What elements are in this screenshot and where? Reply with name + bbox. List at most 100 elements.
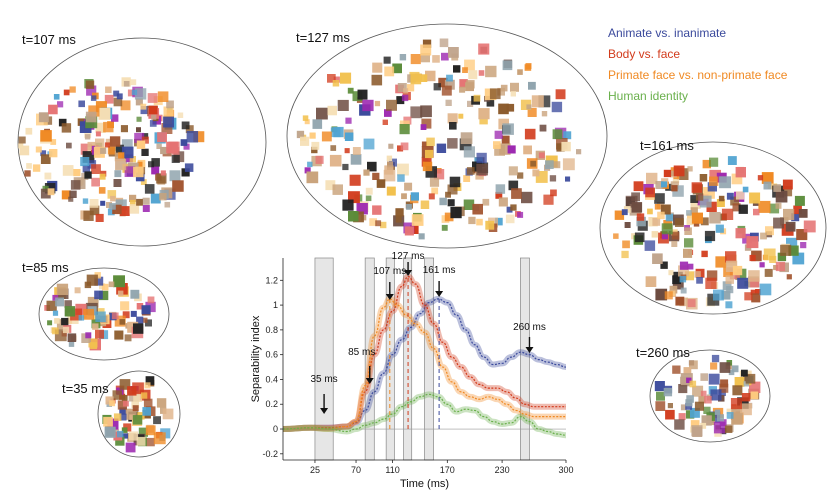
image-thumbnail bbox=[148, 161, 155, 168]
image-thumbnail bbox=[84, 171, 92, 179]
image-thumbnail bbox=[551, 101, 563, 113]
image-thumbnail bbox=[699, 195, 712, 208]
image-thumbnail bbox=[690, 207, 698, 215]
image-thumbnail bbox=[131, 89, 138, 96]
image-thumbnail bbox=[652, 253, 663, 264]
image-thumbnail bbox=[545, 160, 554, 169]
image-thumbnail bbox=[654, 381, 665, 392]
image-thumbnail bbox=[164, 201, 171, 208]
image-thumbnail bbox=[464, 59, 475, 71]
image-thumbnail bbox=[140, 103, 147, 110]
image-thumbnail bbox=[371, 74, 383, 86]
image-thumbnail bbox=[40, 154, 51, 164]
image-thumbnail bbox=[419, 74, 428, 82]
image-thumbnail bbox=[506, 103, 515, 112]
y-tick-label: 0.8 bbox=[265, 325, 278, 335]
image-thumbnail bbox=[698, 396, 706, 404]
image-thumbnail bbox=[444, 79, 455, 90]
image-thumbnail bbox=[686, 395, 694, 403]
image-thumbnail bbox=[421, 118, 432, 129]
image-thumbnail bbox=[433, 83, 441, 91]
image-thumbnail bbox=[159, 193, 167, 201]
image-thumbnail bbox=[765, 226, 774, 236]
image-thumbnail bbox=[700, 390, 707, 397]
image-thumbnail bbox=[340, 72, 352, 84]
image-thumbnail bbox=[89, 205, 100, 216]
image-thumbnail bbox=[113, 90, 120, 97]
image-thumbnail bbox=[26, 163, 32, 169]
image-thumbnail bbox=[719, 383, 729, 393]
image-thumbnail bbox=[476, 163, 488, 176]
image-thumbnail bbox=[161, 123, 173, 134]
image-thumbnail bbox=[144, 319, 152, 327]
image-thumbnail bbox=[185, 125, 194, 134]
image-thumbnail bbox=[181, 121, 190, 130]
image-thumbnail bbox=[332, 184, 343, 195]
image-thumbnail bbox=[524, 64, 532, 71]
image-thumbnail bbox=[738, 204, 748, 214]
image-thumbnail bbox=[459, 138, 472, 151]
image-thumbnail bbox=[759, 283, 772, 296]
chart-axes: -0.2 0 0.2 0.4 0.6 0.8 1 1.2 25 70 110 170 230 300 bbox=[262, 258, 574, 475]
image-thumbnail bbox=[636, 216, 646, 227]
image-thumbnail bbox=[160, 170, 166, 176]
image-thumbnail bbox=[565, 176, 571, 182]
image-thumbnail bbox=[498, 103, 509, 115]
image-thumbnail bbox=[556, 143, 565, 152]
image-thumbnail bbox=[744, 292, 753, 301]
image-thumbnail bbox=[699, 174, 708, 182]
image-thumbnail bbox=[462, 67, 468, 73]
image-thumbnail bbox=[54, 329, 67, 342]
image-thumbnail bbox=[125, 442, 136, 453]
image-thumbnail bbox=[404, 182, 413, 191]
image-thumbnail bbox=[719, 176, 731, 189]
image-thumbnail bbox=[654, 193, 665, 204]
annotation-label-1: 85 ms bbox=[348, 347, 375, 358]
image-thumbnail bbox=[538, 95, 551, 108]
image-thumbnail bbox=[363, 169, 370, 176]
image-thumbnail bbox=[113, 413, 122, 421]
image-thumbnail bbox=[673, 165, 685, 177]
image-thumbnail bbox=[134, 132, 145, 143]
x-tick-label: 230 bbox=[495, 465, 510, 475]
image-thumbnail bbox=[749, 381, 761, 393]
image-thumbnail bbox=[104, 426, 116, 438]
image-thumbnail bbox=[486, 99, 495, 107]
image-thumbnail bbox=[505, 214, 515, 224]
image-thumbnail bbox=[523, 145, 532, 155]
image-thumbnail bbox=[141, 136, 149, 144]
image-thumbnail bbox=[52, 310, 59, 316]
image-thumbnail bbox=[728, 369, 735, 376]
image-thumbnail bbox=[655, 401, 666, 411]
image-thumbnail bbox=[749, 254, 756, 262]
image-thumbnail bbox=[494, 130, 503, 139]
image-thumbnail bbox=[715, 256, 727, 268]
image-thumbnail bbox=[769, 203, 780, 214]
image-thumbnail bbox=[89, 199, 99, 208]
image-thumbnail bbox=[420, 53, 430, 63]
image-thumbnail bbox=[740, 403, 752, 416]
image-thumbnail bbox=[352, 91, 363, 102]
image-thumbnail bbox=[661, 181, 667, 188]
image-thumbnail bbox=[803, 220, 816, 233]
image-thumbnail bbox=[507, 145, 516, 154]
image-thumbnail bbox=[87, 141, 96, 151]
image-thumbnail bbox=[722, 281, 732, 291]
image-thumbnail bbox=[348, 211, 359, 222]
image-thumbnail bbox=[119, 319, 126, 325]
image-thumbnail bbox=[69, 86, 76, 93]
image-thumbnail bbox=[124, 166, 136, 177]
image-thumbnail bbox=[121, 394, 128, 401]
image-thumbnail bbox=[153, 432, 166, 445]
image-thumbnail bbox=[140, 106, 149, 115]
image-thumbnail bbox=[493, 141, 501, 149]
image-thumbnail bbox=[349, 174, 361, 186]
image-thumbnail bbox=[665, 213, 674, 222]
image-thumbnail bbox=[86, 274, 98, 286]
image-thumbnail bbox=[485, 220, 495, 230]
image-thumbnail bbox=[400, 142, 409, 151]
image-thumbnail bbox=[508, 180, 519, 191]
image-thumbnail bbox=[731, 173, 743, 185]
image-thumbnail bbox=[386, 99, 397, 111]
image-thumbnail bbox=[459, 79, 468, 88]
